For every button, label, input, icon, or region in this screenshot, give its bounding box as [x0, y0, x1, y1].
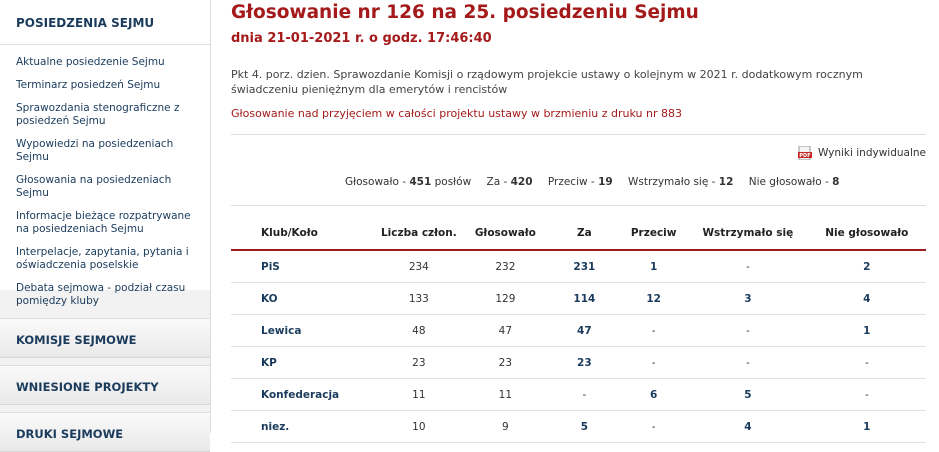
cell-members: 234: [376, 250, 462, 283]
summary-abstain-value: 12: [718, 176, 734, 188]
cell-abstain: -: [688, 250, 808, 283]
page-title: Głosowanie nr 126 na 25. posiedzeniu Sej…: [231, 2, 699, 23]
cell-absent-link[interactable]: 1: [807, 410, 926, 443]
cell-for-link[interactable]: 114: [549, 282, 620, 315]
club-link[interactable]: niez.: [231, 410, 377, 443]
individual-results-link[interactable]: PDF Wyniki indywidualne: [797, 145, 926, 161]
cell-members: 11: [376, 378, 462, 411]
cell-voted: 9: [461, 410, 550, 443]
sidebar-link-schedule[interactable]: Terminarz posiedzeń Sejmu: [16, 79, 161, 91]
vote-subject: Głosowanie nad przyjęciem w całości proj…: [231, 107, 682, 120]
sidebar: POSIEDZENIA SEJMU Aktualne posiedzenie S…: [0, 0, 211, 452]
cell-abstain-link[interactable]: 3: [688, 282, 808, 315]
cell-abstain: -: [688, 314, 808, 347]
cell-against-link[interactable]: 12: [619, 282, 689, 315]
cell-absent-link[interactable]: 1: [807, 314, 926, 347]
divider: [231, 134, 926, 135]
table-row: Konfederacja 11 11 - 6 5 -: [231, 378, 926, 411]
col-header-members: Liczba człon.: [376, 217, 462, 251]
summary-against-label: Przeciw -: [547, 176, 599, 188]
cell-absent-link[interactable]: 4: [807, 282, 926, 315]
table-row: KP 23 23 23 - - -: [231, 346, 926, 379]
sidebar-link-interpellations[interactable]: Interpelacje, zapytania, pytania i oświa…: [16, 246, 189, 271]
col-header-abstain: Wstrzymało się: [688, 217, 808, 251]
results-table: Klub/Koło Liczba człon. Głosowało Za Prz…: [231, 217, 926, 443]
divider: [231, 205, 926, 206]
sidebar-section-projects[interactable]: WNIESIONE PROJEKTY: [0, 365, 210, 405]
cell-absent: -: [807, 346, 926, 379]
club-link[interactable]: KP: [231, 346, 377, 379]
table-header-row: Klub/Koło Liczba człon. Głosowało Za Prz…: [231, 217, 926, 251]
table-row: Lewica 48 47 47 - - 1: [231, 314, 926, 347]
cell-voted: 232: [461, 250, 550, 283]
sidebar-link-votes[interactable]: Głosowania na posiedzeniach Sejmu: [16, 174, 172, 199]
cell-voted: 47: [461, 314, 550, 347]
sidebar-header: POSIEDZENIA SEJMU: [0, 10, 210, 45]
club-link[interactable]: Lewica: [231, 314, 377, 347]
col-header-absent: Nie głosowało: [807, 217, 926, 251]
summary-against-value: 19: [598, 176, 613, 188]
page-subtitle: dnia 21-01-2021 r. o godz. 17:46:40: [231, 31, 492, 46]
summary-abstain-label: Wstrzymało się -: [628, 176, 719, 188]
cell-against-link[interactable]: 6: [619, 378, 689, 411]
cell-voted: 129: [461, 282, 550, 315]
individual-results-label: Wyniki indywidualne: [817, 147, 926, 159]
cell-for-link[interactable]: 231: [549, 250, 620, 283]
table-row: niez. 10 9 5 - 4 1: [231, 410, 926, 443]
summary-for-label: Za -: [486, 176, 511, 188]
cell-members: 48: [376, 314, 462, 347]
cell-members: 10: [376, 410, 462, 443]
cell-for-link[interactable]: 47: [549, 314, 620, 347]
club-link[interactable]: KO: [231, 282, 377, 315]
vote-summary: Głosowało - 451 posłów Za - 420 Przeciw …: [345, 176, 839, 188]
cell-for: -: [549, 378, 620, 411]
cell-abstain-link[interactable]: 4: [688, 410, 808, 443]
cell-against: -: [619, 346, 689, 379]
cell-against: -: [619, 410, 689, 443]
cell-absent-link[interactable]: 2: [807, 250, 926, 283]
pdf-icon: PDF: [797, 145, 812, 161]
svg-text:PDF: PDF: [799, 153, 810, 159]
col-header-for: Za: [549, 217, 620, 251]
summary-absent-label: Nie głosowało -: [748, 176, 833, 188]
sidebar-panel: POSIEDZENIA SEJMU Aktualne posiedzenie S…: [0, 0, 210, 307]
sidebar-link-current-information[interactable]: Informacje bieżące rozpatrywane na posie…: [16, 210, 191, 235]
sidebar-section-prints[interactable]: DRUKI SEJMOWE: [0, 412, 210, 452]
summary-voted-unit: posłów: [431, 176, 472, 188]
sidebar-link-current-session[interactable]: Aktualne posiedzenie Sejmu: [16, 56, 165, 68]
col-header-against: Przeciw: [619, 217, 689, 251]
summary-absent-value: 8: [832, 176, 840, 188]
sidebar-link-stenographic-reports[interactable]: Sprawozdania stenograficzne z posiedzeń …: [16, 102, 180, 127]
sidebar-link-statements[interactable]: Wypowiedzi na posiedzeniach Sejmu: [16, 138, 174, 163]
cell-members: 133: [376, 282, 462, 315]
cell-against: -: [619, 314, 689, 347]
cell-abstain: -: [688, 346, 808, 379]
summary-for-value: 420: [510, 176, 533, 188]
cell-against-link[interactable]: 1: [619, 250, 689, 283]
table-row: PiS 234 232 231 1 - 2: [231, 250, 926, 283]
col-header-voted: Głosowało: [461, 217, 550, 251]
summary-voted-value: 451: [409, 176, 432, 188]
agenda-description: Pkt 4. porz. dzien. Sprawozdanie Komisji…: [231, 68, 863, 96]
summary-voted-label: Głosowało -: [345, 176, 410, 188]
cell-members: 23: [376, 346, 462, 379]
cell-voted: 23: [461, 346, 550, 379]
table-row: KO 133 129 114 12 3 4: [231, 282, 926, 315]
cell-voted: 11: [461, 378, 550, 411]
club-link[interactable]: PiS: [231, 250, 377, 283]
col-header-club: Klub/Koło: [231, 217, 377, 251]
club-link[interactable]: Konfederacja: [231, 378, 377, 411]
sidebar-section-committees[interactable]: KOMISJE SEJMOWE: [0, 318, 210, 358]
cell-abstain-link[interactable]: 5: [688, 378, 808, 411]
sidebar-link-debate-time[interactable]: Debata sejmowa - podział czasu pomiędzy …: [16, 282, 186, 307]
cell-absent: -: [807, 378, 926, 411]
cell-for-link[interactable]: 5: [549, 410, 620, 443]
cell-for-link[interactable]: 23: [549, 346, 620, 379]
